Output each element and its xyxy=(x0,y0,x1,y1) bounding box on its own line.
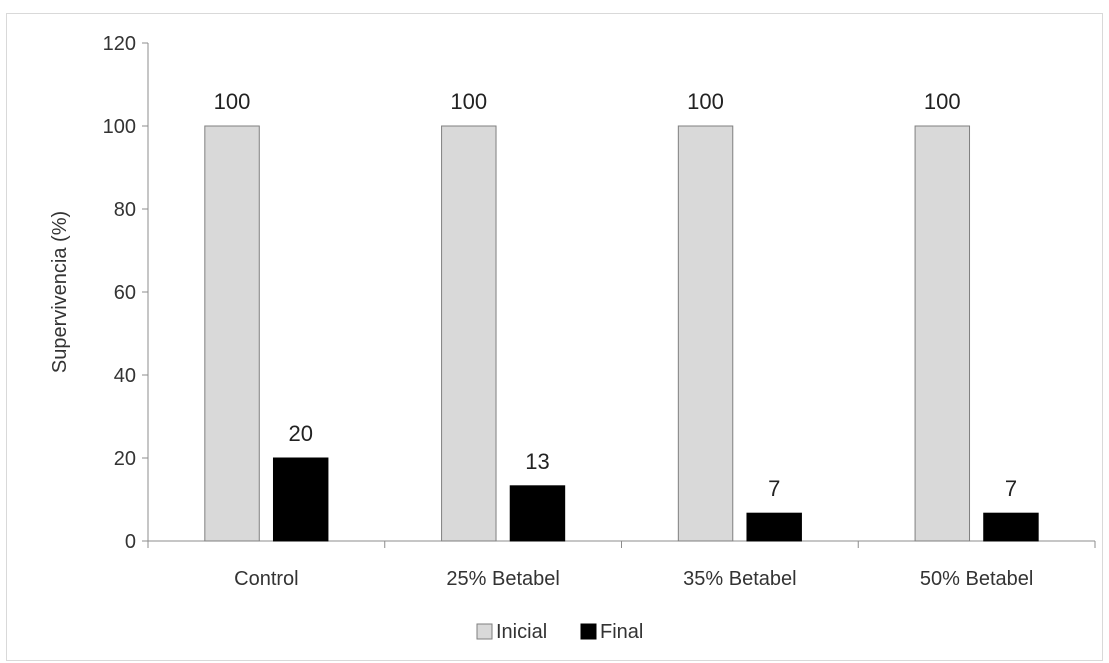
y-tick-label: 100 xyxy=(103,116,136,138)
x-tick-label: 25% Betabel xyxy=(446,568,559,590)
data-label-final-2: 7 xyxy=(768,476,780,501)
y-tick-label: 80 xyxy=(114,199,136,221)
y-tick-label: 40 xyxy=(114,365,136,387)
bar-inicial-3 xyxy=(914,125,971,542)
bar-inicial-0 xyxy=(204,125,260,542)
bar-final-0 xyxy=(272,457,329,542)
bar-final-2 xyxy=(746,512,802,542)
data-label-final-3: 7 xyxy=(1005,476,1017,501)
bar-final-3 xyxy=(983,512,1039,542)
data-label-final-0: 20 xyxy=(288,421,312,446)
data-label-inicial-3: 100 xyxy=(924,89,961,114)
data-label-inicial-2: 100 xyxy=(687,89,724,114)
data-label-inicial-0: 100 xyxy=(214,89,251,114)
x-tick-label: 35% Betabel xyxy=(683,568,796,590)
bar-final-1 xyxy=(509,485,566,542)
y-tick-label: 120 xyxy=(103,33,136,55)
bar-inicial-2 xyxy=(677,125,734,542)
legend-swatch-inicial xyxy=(476,623,493,640)
y-axis-title: Supervivencia (%) xyxy=(49,211,71,373)
bars xyxy=(204,125,1039,542)
legend-label-inicial: Inicial xyxy=(496,621,547,643)
x-tick-label: Control xyxy=(234,568,298,590)
x-tick-label: 50% Betabel xyxy=(920,568,1033,590)
legend-label-final: Final xyxy=(600,621,643,643)
y-tick-label: 60 xyxy=(114,282,136,304)
legend-swatch-final xyxy=(580,623,597,640)
y-axis: 0 20 40 60 80 100 120 xyxy=(103,33,149,553)
data-label-final-1: 13 xyxy=(525,449,549,474)
data-label-inicial-1: 100 xyxy=(450,89,487,114)
legend: Inicial Final xyxy=(476,621,643,643)
y-tick-label: 20 xyxy=(114,448,136,470)
x-axis: Control 25% Betabel 35% Betabel 50% Betabel xyxy=(147,540,1096,590)
data-labels: 100 100 100 100 20 13 7 7 xyxy=(214,89,1017,501)
bar-inicial-1 xyxy=(441,125,497,542)
y-tick-label: 0 xyxy=(125,531,136,553)
